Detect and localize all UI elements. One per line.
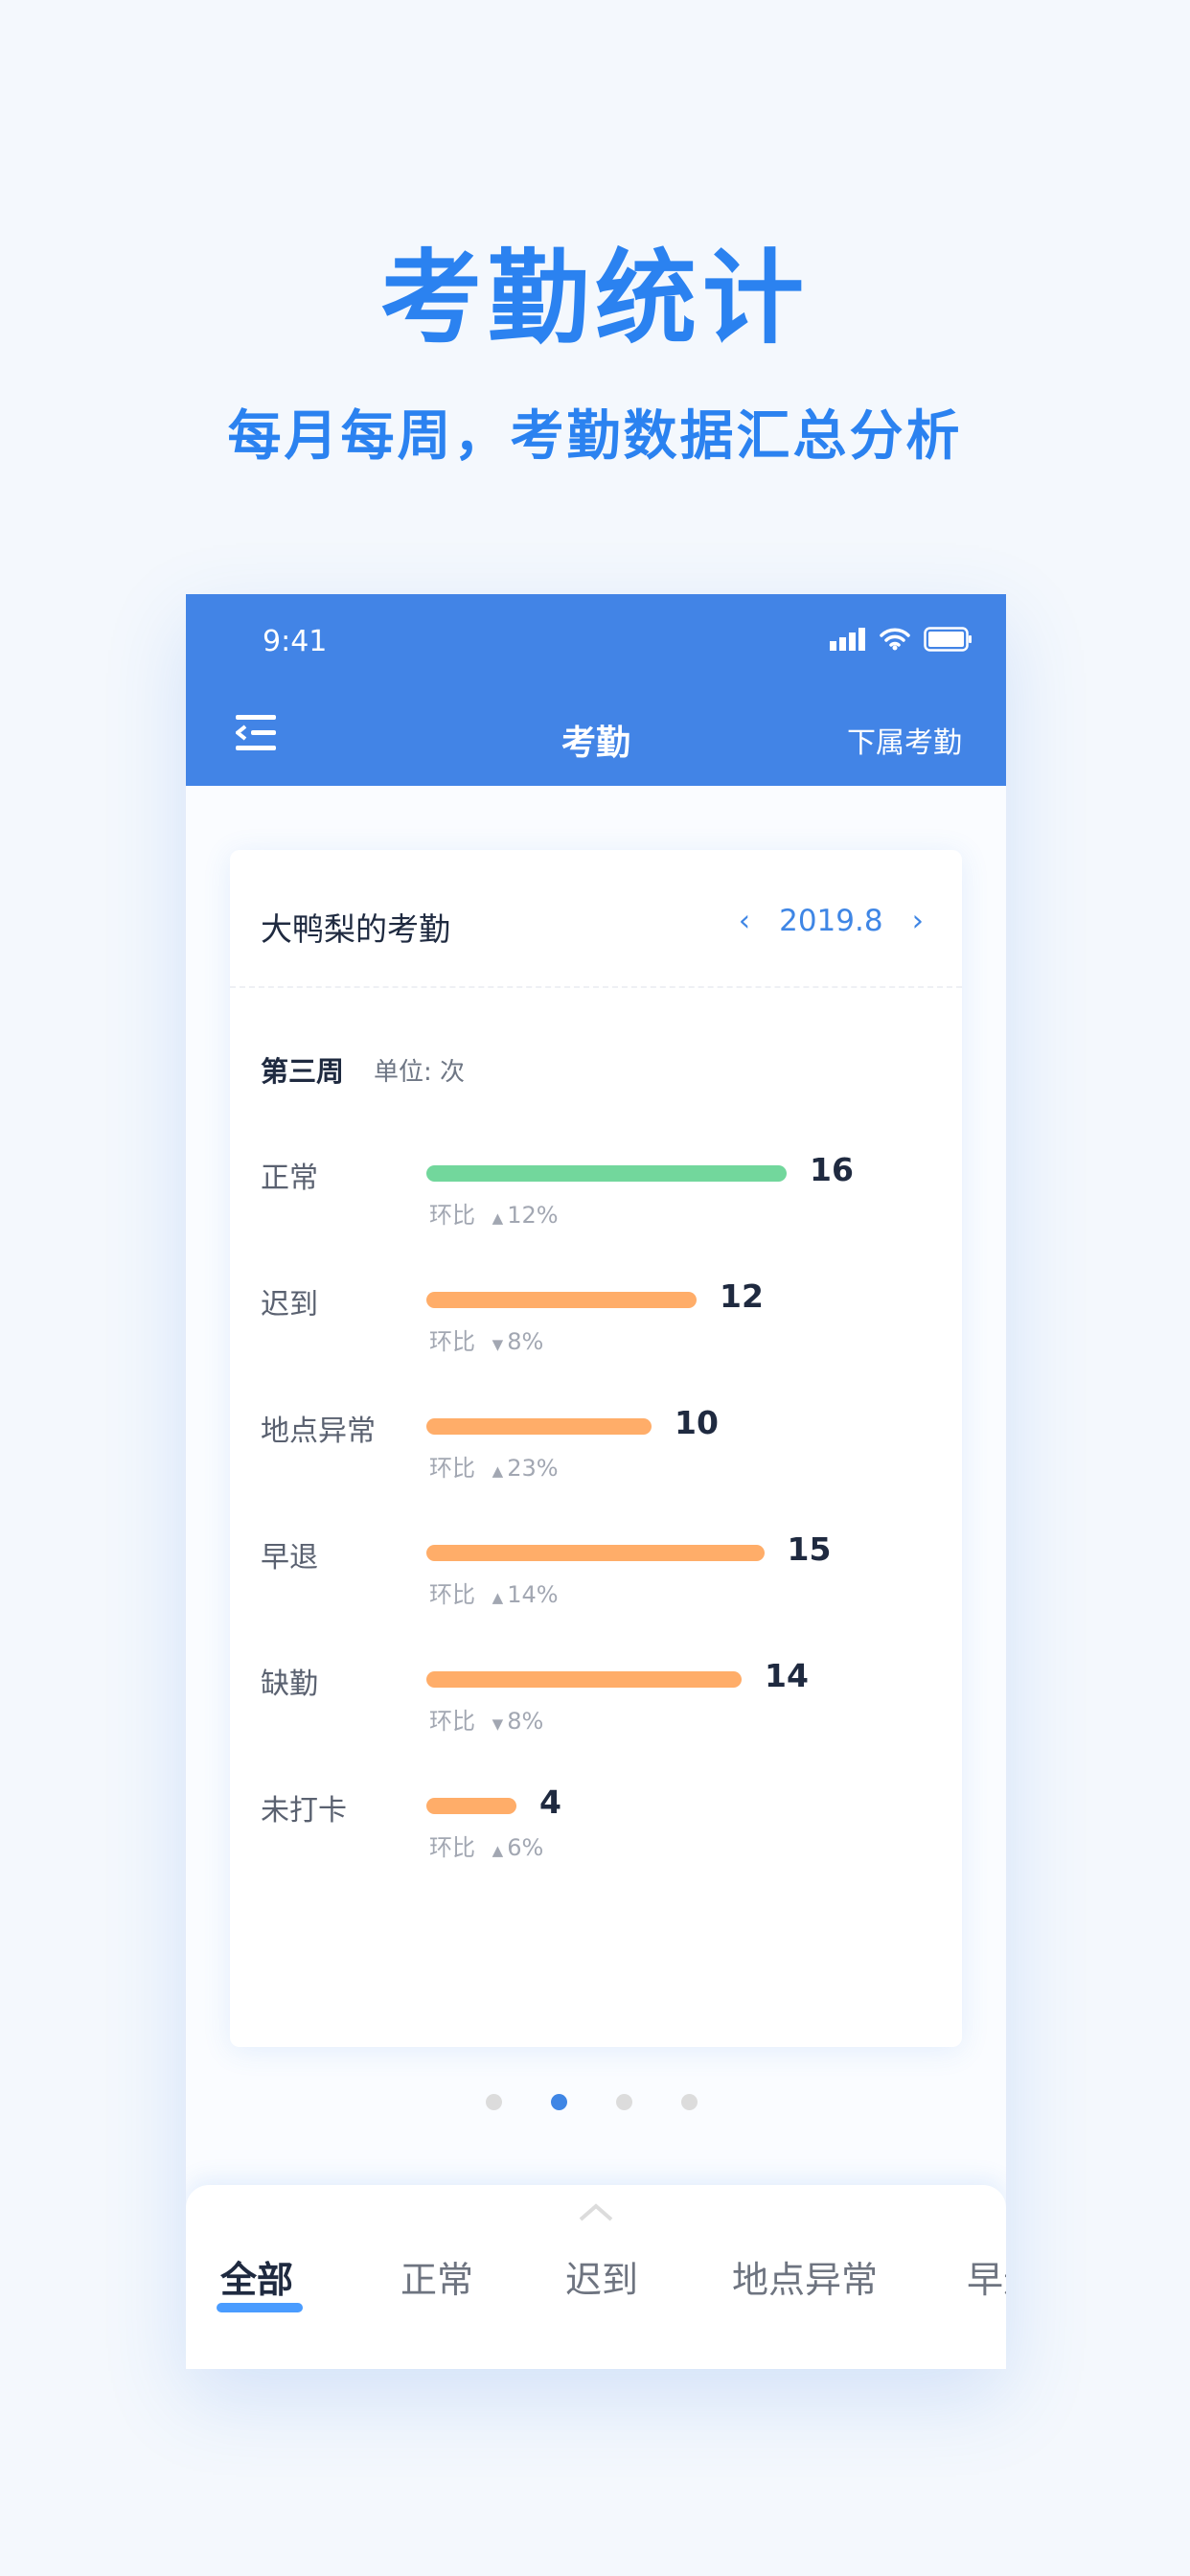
filter-tab[interactable]: 迟到 (565, 2259, 639, 2301)
stat-label: 地点异常 (261, 1414, 376, 1448)
week-label: 第三周 (261, 1055, 345, 1088)
change-value: 23% (507, 1455, 559, 1482)
stat-row: 迟到 12 环比 ▼ 8% (261, 1277, 931, 1357)
stat-bar (426, 1418, 652, 1435)
next-month-icon[interactable]: › (911, 904, 924, 938)
stat-row: 地点异常 10 环比 ▲ 23% (261, 1404, 931, 1484)
signal-icon (830, 628, 865, 651)
stat-change: 环比 ▼ 8% (429, 1322, 543, 1356)
month-selector: ‹ 2019.8 › (739, 904, 924, 938)
filter-tab[interactable]: 早退 (967, 2259, 1006, 2301)
filter-tab[interactable]: 地点异常 (732, 2259, 879, 2301)
stat-label: 未打卡 (261, 1794, 347, 1828)
attendance-card: 大鸭梨的考勤 ‹ 2019.8 › 第三周 单位: 次 正常 16 环比 ▲ 12… (230, 850, 962, 2047)
compare-label: 环比 (429, 1328, 475, 1355)
compare-label: 环比 (429, 1455, 475, 1482)
triangle-up-icon: ▲ (492, 1462, 504, 1480)
change-value: 8% (507, 1328, 544, 1355)
menu-collapse-icon[interactable] (236, 715, 276, 751)
stat-row: 缺勤 14 环比 ▼ 8% (261, 1657, 931, 1736)
stat-value: 10 (675, 1404, 719, 1441)
stat-change: 环比 ▼ 8% (429, 1702, 543, 1736)
change-value: 6% (507, 1834, 544, 1861)
page-dot[interactable] (680, 2094, 698, 2110)
page-title: 考勤 (561, 724, 630, 763)
hero-title: 考勤统计 (380, 240, 810, 357)
filter-tab[interactable]: 全部 (220, 2259, 294, 2301)
stat-row: 早退 15 环比 ▲ 14% (261, 1530, 931, 1610)
current-month: 2019.8 (779, 904, 883, 938)
card-title: 大鸭梨的考勤 (261, 910, 450, 948)
triangle-up-icon: ▲ (492, 1842, 504, 1859)
stat-bar (426, 1545, 765, 1561)
active-tab-indicator (217, 2303, 303, 2312)
page-dot[interactable] (485, 2094, 502, 2110)
hero-subtitle: 每月每周，考勤数据汇总分析 (227, 405, 963, 468)
stat-change: 环比 ▲ 23% (429, 1449, 559, 1483)
phone-screen: 9:41 考勤 下属考勤 大鸭梨的考勤 ‹ 2019.8 › 第三周 单位: 次… (186, 594, 1006, 2369)
stat-row: 未打卡 4 环比 ▲ 6% (261, 1783, 931, 1863)
filter-tab[interactable]: 正常 (400, 2259, 474, 2301)
divider (230, 986, 962, 988)
stat-value: 15 (787, 1530, 832, 1568)
stat-label: 早退 (261, 1541, 318, 1575)
triangle-up-icon: ▲ (492, 1209, 504, 1227)
chevron-up-icon[interactable] (577, 2200, 615, 2223)
change-value: 12% (507, 1202, 559, 1229)
prev-month-icon[interactable]: ‹ (738, 904, 751, 938)
change-value: 8% (507, 1708, 544, 1735)
bottom-sheet: 全部 正常 迟到 地点异常 早退 (186, 2185, 1006, 2369)
stat-bar (426, 1671, 742, 1688)
triangle-down-icon: ▼ (492, 1336, 504, 1353)
unit-label: 单位: 次 (374, 1058, 466, 1087)
compare-label: 环比 (429, 1708, 475, 1735)
wifi-icon (880, 628, 910, 651)
page-dot[interactable] (615, 2094, 632, 2110)
status-icons (830, 627, 973, 652)
compare-label: 环比 (429, 1834, 475, 1861)
stat-change: 环比 ▲ 14% (429, 1576, 559, 1609)
stat-row: 正常 16 环比 ▲ 12% (261, 1151, 931, 1230)
stat-value: 4 (539, 1783, 561, 1821)
compare-label: 环比 (429, 1581, 475, 1608)
stat-change: 环比 ▲ 12% (429, 1196, 559, 1230)
stat-change: 环比 ▲ 6% (429, 1828, 543, 1862)
stat-bar (426, 1292, 697, 1308)
stat-value: 14 (765, 1657, 809, 1694)
stat-label: 迟到 (261, 1288, 318, 1322)
status-time: 9:41 (263, 625, 328, 658)
triangle-up-icon: ▲ (492, 1589, 504, 1606)
top-bar: 9:41 考勤 下属考勤 (186, 594, 1006, 786)
page-dot[interactable] (550, 2094, 567, 2110)
stat-value: 12 (720, 1277, 764, 1315)
page-indicator (186, 2094, 1006, 2110)
stat-value: 16 (810, 1151, 854, 1188)
stat-label: 缺勤 (261, 1668, 318, 1701)
stat-bar (426, 1798, 516, 1814)
battery-icon (924, 627, 972, 652)
triangle-down-icon: ▼ (492, 1715, 504, 1733)
stat-bar (426, 1165, 787, 1182)
subordinate-attendance-button[interactable]: 下属考勤 (847, 726, 962, 760)
compare-label: 环比 (429, 1202, 475, 1229)
stat-label: 正常 (261, 1162, 318, 1195)
change-value: 14% (507, 1581, 559, 1608)
